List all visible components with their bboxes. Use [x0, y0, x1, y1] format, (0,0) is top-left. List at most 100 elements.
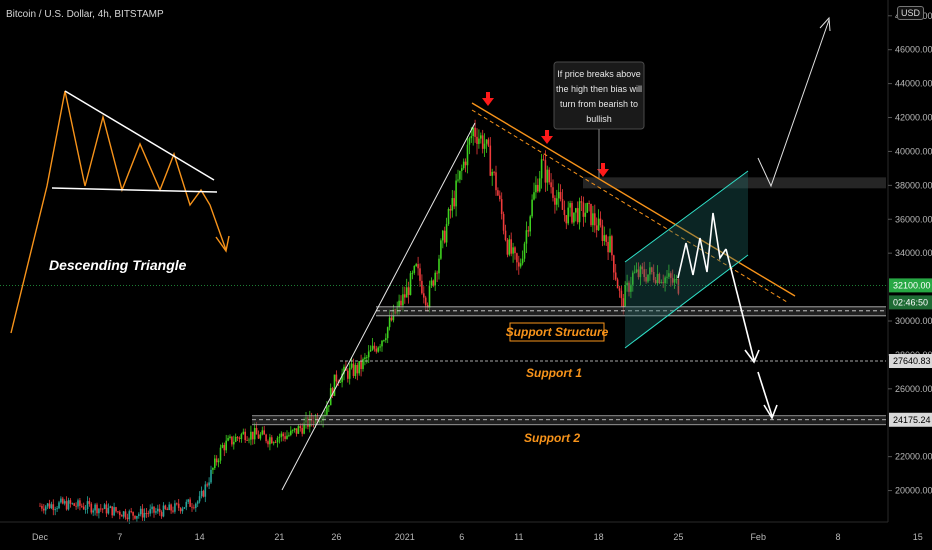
candle-body — [620, 290, 623, 299]
x-tick-label: Dec — [32, 532, 49, 542]
candle-body — [120, 515, 123, 517]
candle-body — [599, 218, 602, 226]
candle-body — [259, 434, 262, 439]
candle-body — [586, 202, 588, 213]
candle-body — [206, 484, 208, 486]
descending-resistance-dashed — [471, 109, 788, 303]
candle-body — [280, 433, 283, 437]
support-structure-label: Support Structure — [506, 325, 609, 339]
candle-body — [548, 169, 550, 183]
candle-body — [253, 428, 256, 440]
candle-body — [569, 203, 571, 208]
y-tick-label: 22000.00 — [895, 452, 932, 462]
triangle-schematic-arrowhead — [215, 235, 230, 253]
candle-body — [103, 504, 106, 510]
resistance-zone — [583, 177, 886, 189]
candle-body — [495, 172, 497, 191]
countdown-tag: 02:46:50 — [893, 297, 928, 307]
x-tick-label: 25 — [673, 532, 683, 542]
candle-body — [622, 298, 625, 307]
candle-body — [214, 458, 216, 468]
candle-body — [210, 469, 212, 483]
triangle-support-line — [51, 187, 218, 193]
candle-body — [67, 500, 70, 510]
y-tick-label: 46000.00 — [895, 45, 932, 55]
candle-body — [62, 498, 64, 504]
candle-body — [326, 406, 328, 415]
candle-body — [643, 269, 645, 278]
candle-body — [649, 267, 651, 275]
candle-body — [286, 435, 288, 439]
candle-body — [462, 161, 465, 169]
candle-body — [139, 508, 142, 515]
candle-body — [333, 374, 336, 396]
x-tick-label: 18 — [594, 532, 604, 542]
candle-body — [527, 230, 530, 232]
candle-body — [328, 405, 330, 407]
candle-body — [675, 279, 678, 280]
candle-body — [160, 512, 163, 517]
x-tick-label: 14 — [195, 532, 205, 542]
candle-body — [476, 136, 478, 144]
current-price-tag-bg — [889, 278, 932, 293]
currency-badge[interactable]: USD — [896, 6, 924, 20]
candle-body — [428, 285, 431, 308]
candle-body — [195, 503, 197, 508]
candle-body — [350, 363, 353, 368]
candle-body — [402, 294, 404, 306]
candle-body — [111, 506, 113, 516]
candle-body — [514, 247, 516, 254]
candle-body — [75, 505, 77, 507]
support-structure-band — [376, 306, 886, 316]
candle-body — [143, 512, 146, 518]
x-tick-label: 11 — [514, 532, 523, 542]
candle-body — [234, 436, 237, 442]
candle-body — [352, 363, 355, 376]
candle-body — [301, 428, 303, 434]
candle-body — [331, 388, 334, 396]
high-marker-arrow — [541, 130, 553, 144]
candle-body — [666, 276, 668, 278]
candle-body — [538, 178, 541, 192]
descending-resistance-line — [471, 102, 796, 297]
candle-body — [518, 262, 520, 267]
candle-body — [52, 504, 55, 511]
candle-body — [238, 437, 241, 440]
candle-series — [39, 119, 680, 524]
candle-body — [633, 271, 636, 273]
candle-body — [455, 180, 457, 207]
projection-arrowhead-1 — [744, 349, 760, 364]
candle-body — [177, 503, 180, 508]
candle-body — [419, 268, 421, 281]
candle-body — [588, 202, 590, 204]
candle-body — [466, 144, 469, 166]
candle-body — [187, 499, 189, 502]
candle-body — [407, 287, 410, 295]
candle-body — [63, 501, 66, 504]
candle-body — [474, 127, 476, 137]
high-marker-arrow — [597, 163, 609, 177]
candle-body — [94, 504, 96, 511]
support-2-tag: 24175.24 — [893, 415, 931, 425]
candle-body — [668, 273, 670, 277]
candle-body — [272, 442, 275, 444]
candle-body — [417, 264, 419, 269]
candle-body — [46, 503, 49, 507]
candle-body — [491, 171, 493, 176]
candle-body — [212, 467, 214, 470]
candle-body — [113, 507, 115, 516]
candle-body — [274, 442, 277, 443]
candle-body — [193, 507, 195, 509]
candle-body — [442, 230, 444, 241]
candle-body — [481, 135, 484, 149]
candle-body — [660, 282, 663, 284]
candle-body — [119, 511, 121, 516]
candle-body — [50, 504, 53, 509]
candle-body — [523, 243, 526, 259]
candle-body — [271, 437, 273, 444]
candle-body — [434, 272, 436, 286]
x-tick-label: 2021 — [395, 532, 415, 542]
candle-body — [44, 506, 47, 511]
candle-body — [128, 511, 131, 520]
